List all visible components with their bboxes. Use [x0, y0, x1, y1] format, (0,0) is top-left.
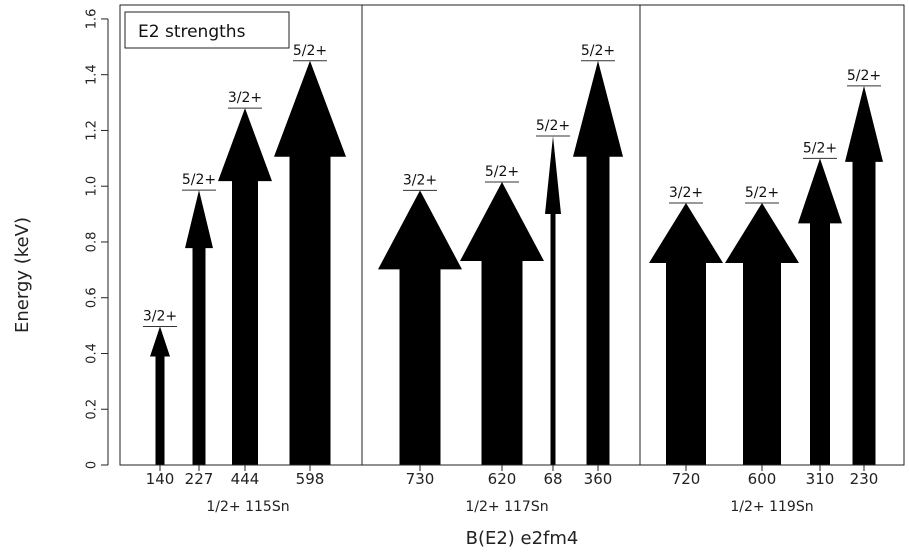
legend-box: E2 strengths: [124, 11, 290, 49]
y-tick-label: 0.8: [85, 232, 100, 253]
x-tick-label: 720: [672, 470, 701, 488]
group-label: 1/2+ 119Sn: [730, 499, 813, 515]
group-label: 1/2+ 115Sn: [206, 499, 289, 515]
y-tick-label: 0: [85, 461, 100, 469]
transition-arrow: [545, 136, 561, 465]
x-tick-label: 600: [748, 470, 777, 488]
transition-arrow: [274, 60, 346, 466]
x-tick-label: 598: [296, 470, 325, 488]
x-tick-label: 360: [584, 470, 613, 488]
x-tick-label: 230: [850, 470, 879, 488]
state-label: 5/2+: [293, 43, 327, 59]
state-label: 5/2+: [182, 172, 216, 188]
x-tick-label: 140: [146, 470, 175, 488]
y-tick-label: 1.2: [85, 120, 100, 141]
transition-arrow: [573, 60, 623, 466]
x-tick-label: 730: [406, 470, 435, 488]
y-tick-label: 1.4: [85, 64, 100, 85]
state-label: 5/2+: [485, 164, 519, 180]
y-axis-title: Energy (keV): [12, 217, 33, 333]
y-tick-label: 0.4: [85, 343, 100, 364]
y-axis: 0 0.2 0.4 0.6 0.8 1.0 1.2 1.4 1.6: [85, 9, 109, 469]
state-label: 5/2+: [803, 140, 837, 156]
state-label: 3/2+: [669, 185, 703, 201]
x-axis: 140 227 444 598 1/2+ 115Sn 730 620 68 360 1/2+ 11…: [120, 464, 904, 515]
transition-arrow: [460, 182, 544, 465]
x-tick-label: 227: [185, 470, 214, 488]
transition-arrow: [378, 190, 462, 466]
y-tick-label: 1.0: [85, 176, 100, 197]
transition-arrows: 3/2+ 5/2+ 3/2+ 5/2+ 3/2+ 5/2+ 5/2+ 5/2+ 3/2+ 5/2+…: [143, 43, 883, 466]
y-tick-label: 1.6: [85, 9, 100, 30]
state-label: 5/2+: [581, 43, 615, 59]
y-tick-label: 0.2: [85, 399, 100, 420]
transition-arrow: [649, 202, 723, 465]
transition-arrow: [218, 108, 272, 465]
state-label: 3/2+: [403, 172, 437, 188]
chart-title: E2 strengths: [138, 22, 246, 42]
x-axis-title: B(E2) e2fm4: [466, 528, 579, 549]
x-tick-label: 310: [806, 470, 835, 488]
state-label: 5/2+: [536, 118, 570, 134]
transition-arrow: [798, 158, 842, 466]
state-label: 3/2+: [143, 308, 177, 324]
x-tick-label: 444: [231, 470, 260, 488]
transition-arrow: [185, 190, 213, 465]
state-label: 5/2+: [745, 185, 779, 201]
state-label: 5/2+: [847, 68, 881, 84]
transition-arrow: [725, 202, 799, 465]
x-tick-label: 620: [488, 470, 517, 488]
group-label: 1/2+ 117Sn: [465, 499, 548, 515]
state-label: 3/2+: [228, 90, 262, 106]
transition-arrow: [150, 326, 170, 465]
transition-arrow: [845, 85, 883, 466]
x-tick-label: 68: [543, 470, 562, 488]
y-tick-label: 0.6: [85, 287, 100, 308]
